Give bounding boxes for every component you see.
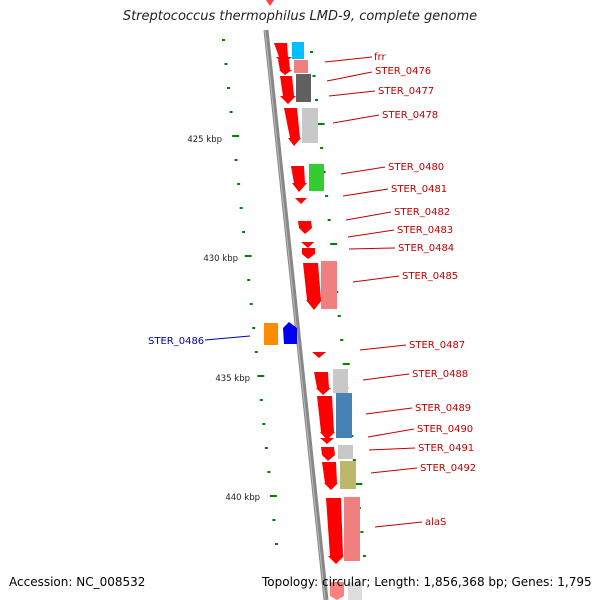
label-ster0477[interactable]: STER_0477 <box>378 86 434 97</box>
gene-ster0489-arrow[interactable] <box>317 396 335 440</box>
tick-marks <box>222 39 366 557</box>
scale-label-440: 440 kbp <box>225 493 260 503</box>
gene-ster0487-arrow[interactable] <box>312 352 326 358</box>
gene-ster0478-box[interactable] <box>302 108 318 143</box>
gene-ster0485-box[interactable] <box>321 261 337 309</box>
label-ster0482[interactable]: STER_0482 <box>394 207 450 218</box>
gene-alas-box[interactable] <box>344 497 360 561</box>
gene-features <box>264 42 362 600</box>
label-alas[interactable]: alaS <box>425 517 446 528</box>
gene-ster0477-box[interactable] <box>296 74 311 102</box>
topology-label: Topology: circular; Length: 1,856,368 bp… <box>262 575 592 589</box>
gene-ster0491-box[interactable] <box>338 445 353 459</box>
gene-frr-arrow[interactable] <box>274 43 292 64</box>
label-ster0487[interactable]: STER_0487 <box>409 340 465 351</box>
gene-ster0485-arrow[interactable] <box>303 263 322 310</box>
label-ster0480[interactable]: STER_0480 <box>388 162 444 173</box>
gene-ster0492-box[interactable] <box>340 461 356 489</box>
scale-label-430: 430 kbp <box>203 254 238 264</box>
gene-ster0492-arrow[interactable] <box>322 462 338 490</box>
scale-label-425: 425 kbp <box>187 135 222 145</box>
gene-ster0480-box[interactable] <box>309 164 324 191</box>
gene-ster0488-box[interactable] <box>333 369 348 393</box>
gene-ster0478-arrow[interactable] <box>284 108 301 146</box>
accession-label: Accession: NC_008532 <box>9 575 146 589</box>
gene-ster0486-box[interactable] <box>264 323 278 345</box>
gene-ster0476-arrow[interactable] <box>278 60 292 75</box>
label-ster0486[interactable]: STER_0486 <box>148 336 204 347</box>
label-ster0492[interactable]: STER_0492 <box>420 463 476 474</box>
scale-bar: 425 kbp 430 kbp 435 kbp 440 kbp <box>187 135 260 503</box>
bottom-partial-gene <box>330 582 344 600</box>
gene-ster0490-arrow[interactable] <box>320 438 334 444</box>
gene-ster0476-box[interactable] <box>294 60 308 73</box>
label-frr[interactable]: frr <box>374 52 386 63</box>
backbone <box>263 0 329 600</box>
gene-ster0486-arrow[interactable] <box>283 322 297 344</box>
label-ster0481[interactable]: STER_0481 <box>391 184 447 195</box>
label-ster0476[interactable]: STER_0476 <box>375 66 431 77</box>
bottom-partial-box <box>348 582 362 600</box>
gene-labels: frr STER_0476 STER_0477 STER_0478 STER_0… <box>148 52 476 528</box>
gene-ster0484-arrow[interactable] <box>302 248 315 259</box>
label-ster0484[interactable]: STER_0484 <box>398 243 454 254</box>
scale-label-435: 435 kbp <box>215 374 250 384</box>
top-partial-gene <box>266 0 274 6</box>
label-ster0491[interactable]: STER_0491 <box>418 443 474 454</box>
label-ster0488[interactable]: STER_0488 <box>412 369 468 380</box>
gene-frr-box[interactable] <box>292 42 304 59</box>
map-title: Streptococcus thermophilus LMD-9, comple… <box>122 9 478 24</box>
gene-ster0483-arrow[interactable] <box>301 242 314 248</box>
gene-ster0481-arrow[interactable] <box>295 198 307 204</box>
gene-ster0491-arrow[interactable] <box>321 447 335 461</box>
label-ster0483[interactable]: STER_0483 <box>397 225 453 236</box>
gene-ster0477-arrow[interactable] <box>280 76 296 104</box>
label-ster0478[interactable]: STER_0478 <box>382 110 438 121</box>
gene-alas-arrow[interactable] <box>326 498 344 564</box>
label-ster0490[interactable]: STER_0490 <box>417 424 473 435</box>
label-leaders <box>204 56 423 528</box>
gene-ster0488-arrow[interactable] <box>314 372 331 395</box>
gene-ster0489-box[interactable] <box>336 393 352 438</box>
label-ster0489[interactable]: STER_0489 <box>415 403 471 414</box>
gene-ster0480-arrow[interactable] <box>291 166 307 192</box>
label-ster0485[interactable]: STER_0485 <box>402 271 458 282</box>
gene-ster0482-arrow[interactable] <box>298 221 312 234</box>
